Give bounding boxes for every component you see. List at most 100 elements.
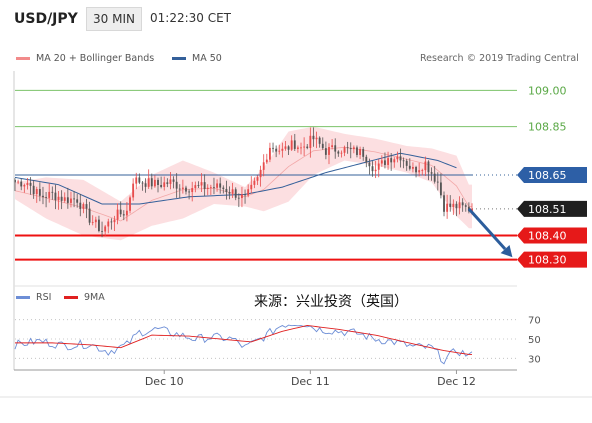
symbol-label: USD/JPY [14,11,78,27]
candle-body [253,180,256,185]
candle-body [150,178,153,187]
rsi-tick-label: 70 [528,316,541,327]
rsi-tick-label: 30 [528,354,541,365]
candle-body [79,202,82,209]
candle-body [23,185,26,187]
candle-body [26,182,29,186]
candle-body [73,198,75,200]
candle-body [147,178,150,187]
level-label: 109.00 [528,84,567,97]
rsi-9ma-line [15,325,472,355]
legend-swatch-ma50 [172,57,186,60]
last-price-label: 108.51 [528,203,567,216]
candle-body [107,221,110,227]
candle-body [219,183,222,188]
legend-ma50: MA 50 [172,53,222,64]
candle-body [51,191,54,193]
candle-body [368,162,371,167]
candle-body [60,196,63,201]
candle-body [132,183,135,198]
candle-body [35,189,38,195]
candle-body [185,187,187,192]
candle-body [331,145,334,148]
candle-body [433,173,436,182]
candle-body [408,165,411,169]
candle-body [14,179,16,183]
legend-9ma: 9MA [64,292,105,303]
chart-header: USD/JPY 30 MIN 01:22:30 CET [0,0,592,36]
candle-body [452,203,455,207]
candle-body [169,179,172,184]
x-tick-label: Dec 10 [145,375,184,388]
candle-body [29,182,32,186]
candle-body [175,181,178,189]
candle-body [20,181,23,187]
ma20-line [14,146,472,222]
rsi-tick-label: 50 [528,335,541,346]
candle-body [321,143,324,149]
candle-body [188,191,191,193]
level-label: 108.85 [528,121,567,134]
candle-body [17,181,20,183]
candle-body [328,147,330,155]
candle-body [265,159,268,163]
candle-body [343,147,346,153]
candle-body [387,158,389,165]
candle-body [119,209,122,215]
candle-body [113,219,116,223]
candle-body [194,185,197,189]
candle-body [122,214,125,216]
candle-body [390,158,393,163]
candle-body [393,159,396,163]
candle-body [380,160,383,164]
candle-body [464,205,467,207]
candle-body [160,184,163,187]
candle-body [436,181,439,183]
candle-body [32,185,35,195]
candle-body [415,167,417,173]
candle-body [85,204,88,209]
candle-body [213,187,215,188]
candle-body [178,188,181,190]
candle-body [287,146,290,150]
candle-body [418,170,421,173]
candle-body [48,191,51,198]
forecast-arrowhead [500,245,513,258]
candle-body [306,146,309,149]
candle-body [275,148,278,152]
candle-body [399,156,402,161]
candle-body [303,146,306,148]
candle-body [262,162,265,170]
candle-body [209,187,212,188]
level-label: 108.40 [528,229,567,242]
timeframe-badge[interactable]: 30 MIN [86,7,142,31]
legend-swatch-ma20 [16,57,30,60]
candle-body [91,222,94,223]
candle-body [337,151,340,154]
candle-body [293,140,296,149]
candle-body [340,152,343,154]
candle-body [430,172,433,174]
legend-label-9ma: 9MA [84,292,105,303]
candle-body [421,170,424,171]
level-tag [517,167,587,183]
candle-body [439,182,442,196]
candle-body [101,230,103,232]
candle-body [377,163,380,170]
candle-body [446,203,449,212]
candle-body [206,187,209,189]
candle-body [272,147,274,149]
candle-body [371,166,374,172]
legend-label-ma50: MA 50 [192,53,222,64]
research-credit: Research © 2019 Trading Central [420,53,579,64]
candle-body [455,203,458,209]
legend-rsi: RSI [16,292,51,303]
candle-body [191,188,194,193]
candle-body [181,187,184,189]
candle-body [241,194,243,199]
candle-body [63,197,66,201]
candle-body [309,135,312,149]
candle-body [334,145,337,152]
